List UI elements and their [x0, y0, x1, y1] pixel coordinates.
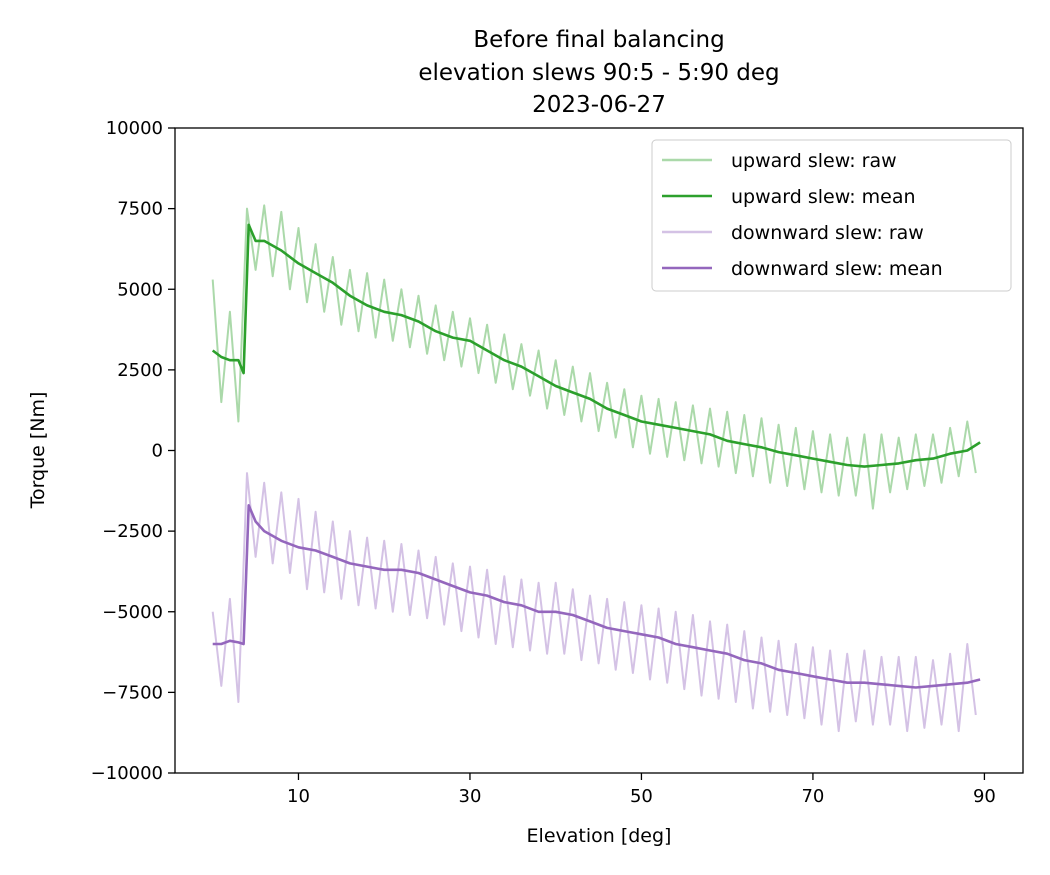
legend: upward slew: raw upward slew: mean downwar…: [651, 139, 1012, 292]
y-tick-label: 10000: [106, 118, 163, 139]
y-tick-label: 2500: [117, 360, 163, 381]
x-tick-label: 30: [459, 786, 482, 807]
series-line-3: [212, 504, 981, 689]
y-axis-label: Torque [Nm]: [27, 392, 49, 510]
y-tick-label: 0: [152, 441, 163, 462]
x-tick-label: 70: [801, 786, 824, 807]
legend-entry-2: downward slew: raw: [731, 222, 924, 244]
legend-box: [651, 139, 1012, 292]
y-tick-label: −10000: [91, 763, 163, 784]
chart-title-line-2: elevation slews 90:5 - 5:90 deg: [418, 60, 779, 86]
y-tick-label: −2500: [102, 521, 163, 542]
y-tick-label: −5000: [102, 602, 163, 623]
x-tick-label: 90: [973, 786, 996, 807]
y-tick-label: 5000: [117, 279, 163, 300]
x-tick-label: 10: [287, 786, 310, 807]
chart-title-line-1: Before final balancing: [473, 27, 724, 53]
legend-entry-1: upward slew: mean: [731, 186, 916, 208]
x-axis-label: Elevation [deg]: [527, 825, 672, 847]
series-line-1: [211, 223, 981, 468]
legend-entry-0: upward slew: raw: [731, 150, 897, 172]
legend-entry-3: downward slew: mean: [731, 258, 943, 280]
series-layer: [211, 204, 981, 733]
axis-ticks: 10 30 50 70 90 10000 7500 5000 2500 0 −2500 −5000 −7…: [91, 118, 996, 807]
series-line-2: [211, 472, 977, 733]
x-tick-label: 50: [630, 786, 653, 807]
y-tick-label: −7500: [102, 682, 163, 703]
y-tick-label: 7500: [117, 199, 163, 220]
chart-title-line-3: 2023-06-27: [532, 92, 666, 118]
